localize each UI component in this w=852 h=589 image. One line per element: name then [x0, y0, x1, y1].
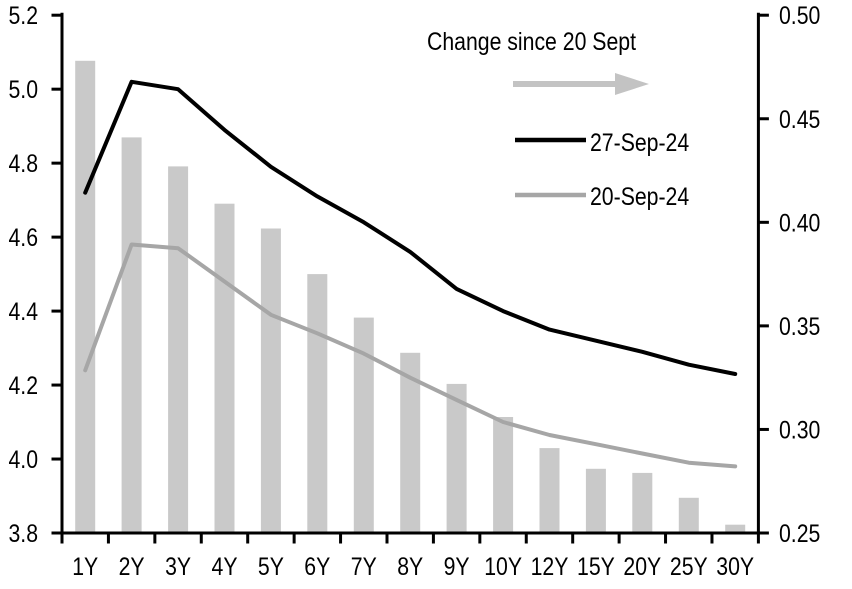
line-27-sep-24 [83, 79, 738, 376]
right-axis-tick-label: 0.45 [779, 105, 820, 133]
right-axis-tick-label: 0.50 [779, 2, 820, 30]
change-arrow-icon [513, 73, 649, 95]
right-axis-tick-label: 0.40 [779, 209, 820, 237]
x-axis-label-5Y: 5Y [258, 552, 284, 580]
bar-8Y [400, 352, 421, 533]
line-20-sep-24 [83, 242, 738, 469]
x-axis-label-9Y: 9Y [444, 552, 470, 580]
bar-5Y [260, 228, 281, 533]
x-axis-label-10Y: 10Y [484, 552, 522, 580]
x-axis-label-25Y: 25Y [670, 552, 708, 580]
left-axis-tick-label: 5.2 [8, 2, 38, 30]
left-axis-tick-label: 4.8 [8, 150, 38, 178]
x-axis-label-4Y: 4Y [212, 552, 238, 580]
bar-4Y [214, 203, 235, 533]
chart-title: Change since 20 Sept [427, 27, 636, 55]
left-axis-tick-label: 4.0 [8, 445, 38, 473]
left-axis-tick-label: 4.6 [8, 223, 38, 251]
right-axis-tick-label: 0.25 [779, 519, 820, 547]
x-axis-label-1Y: 1Y [72, 552, 98, 580]
left-axis-tick-label: 3.8 [8, 519, 38, 547]
x-axis-label-2Y: 2Y [119, 552, 145, 580]
x-axis-label-30Y: 30Y [716, 552, 754, 580]
legend: 27-Sep-24 20-Sep-24 [515, 128, 689, 210]
legend-label-27-sep-24: 27-Sep-24 [590, 128, 689, 156]
bar-20Y [632, 472, 653, 533]
bar-12Y [539, 448, 560, 533]
bar-30Y [725, 524, 746, 533]
plot-area: 5.2 5.0 4.8 4.6 4.4 4.2 4.0 3.8 0.50 0.45 0.40 0.35… [8, 2, 820, 581]
left-axis-tick-label: 4.2 [8, 371, 38, 399]
bar-3Y [168, 166, 189, 533]
right-axis-tick-label: 0.35 [779, 312, 820, 340]
bar-9Y [446, 383, 467, 533]
legend-label-20-sep-24: 20-Sep-24 [590, 182, 689, 210]
bar-15Y [585, 468, 606, 533]
left-axis-tick-label: 5.0 [8, 76, 38, 104]
bar-7Y [353, 317, 374, 533]
x-axis-label-15Y: 15Y [577, 552, 615, 580]
left-axis-tick-label: 4.4 [8, 297, 38, 325]
x-axis-label-3Y: 3Y [165, 552, 191, 580]
bar-6Y [307, 274, 328, 533]
bar-10Y [493, 417, 514, 533]
x-axis-label-7Y: 7Y [351, 552, 377, 580]
bar-1Y [75, 60, 96, 534]
x-axis-label-6Y: 6Y [304, 552, 330, 580]
bar-2Y [121, 137, 142, 533]
right-axis-tick-label: 0.30 [779, 416, 820, 444]
x-axis-label-20Y: 20Y [623, 552, 661, 580]
x-axis-label-8Y: 8Y [397, 552, 423, 580]
x-axis-label-12Y: 12Y [531, 552, 569, 580]
bar-25Y [678, 497, 699, 533]
